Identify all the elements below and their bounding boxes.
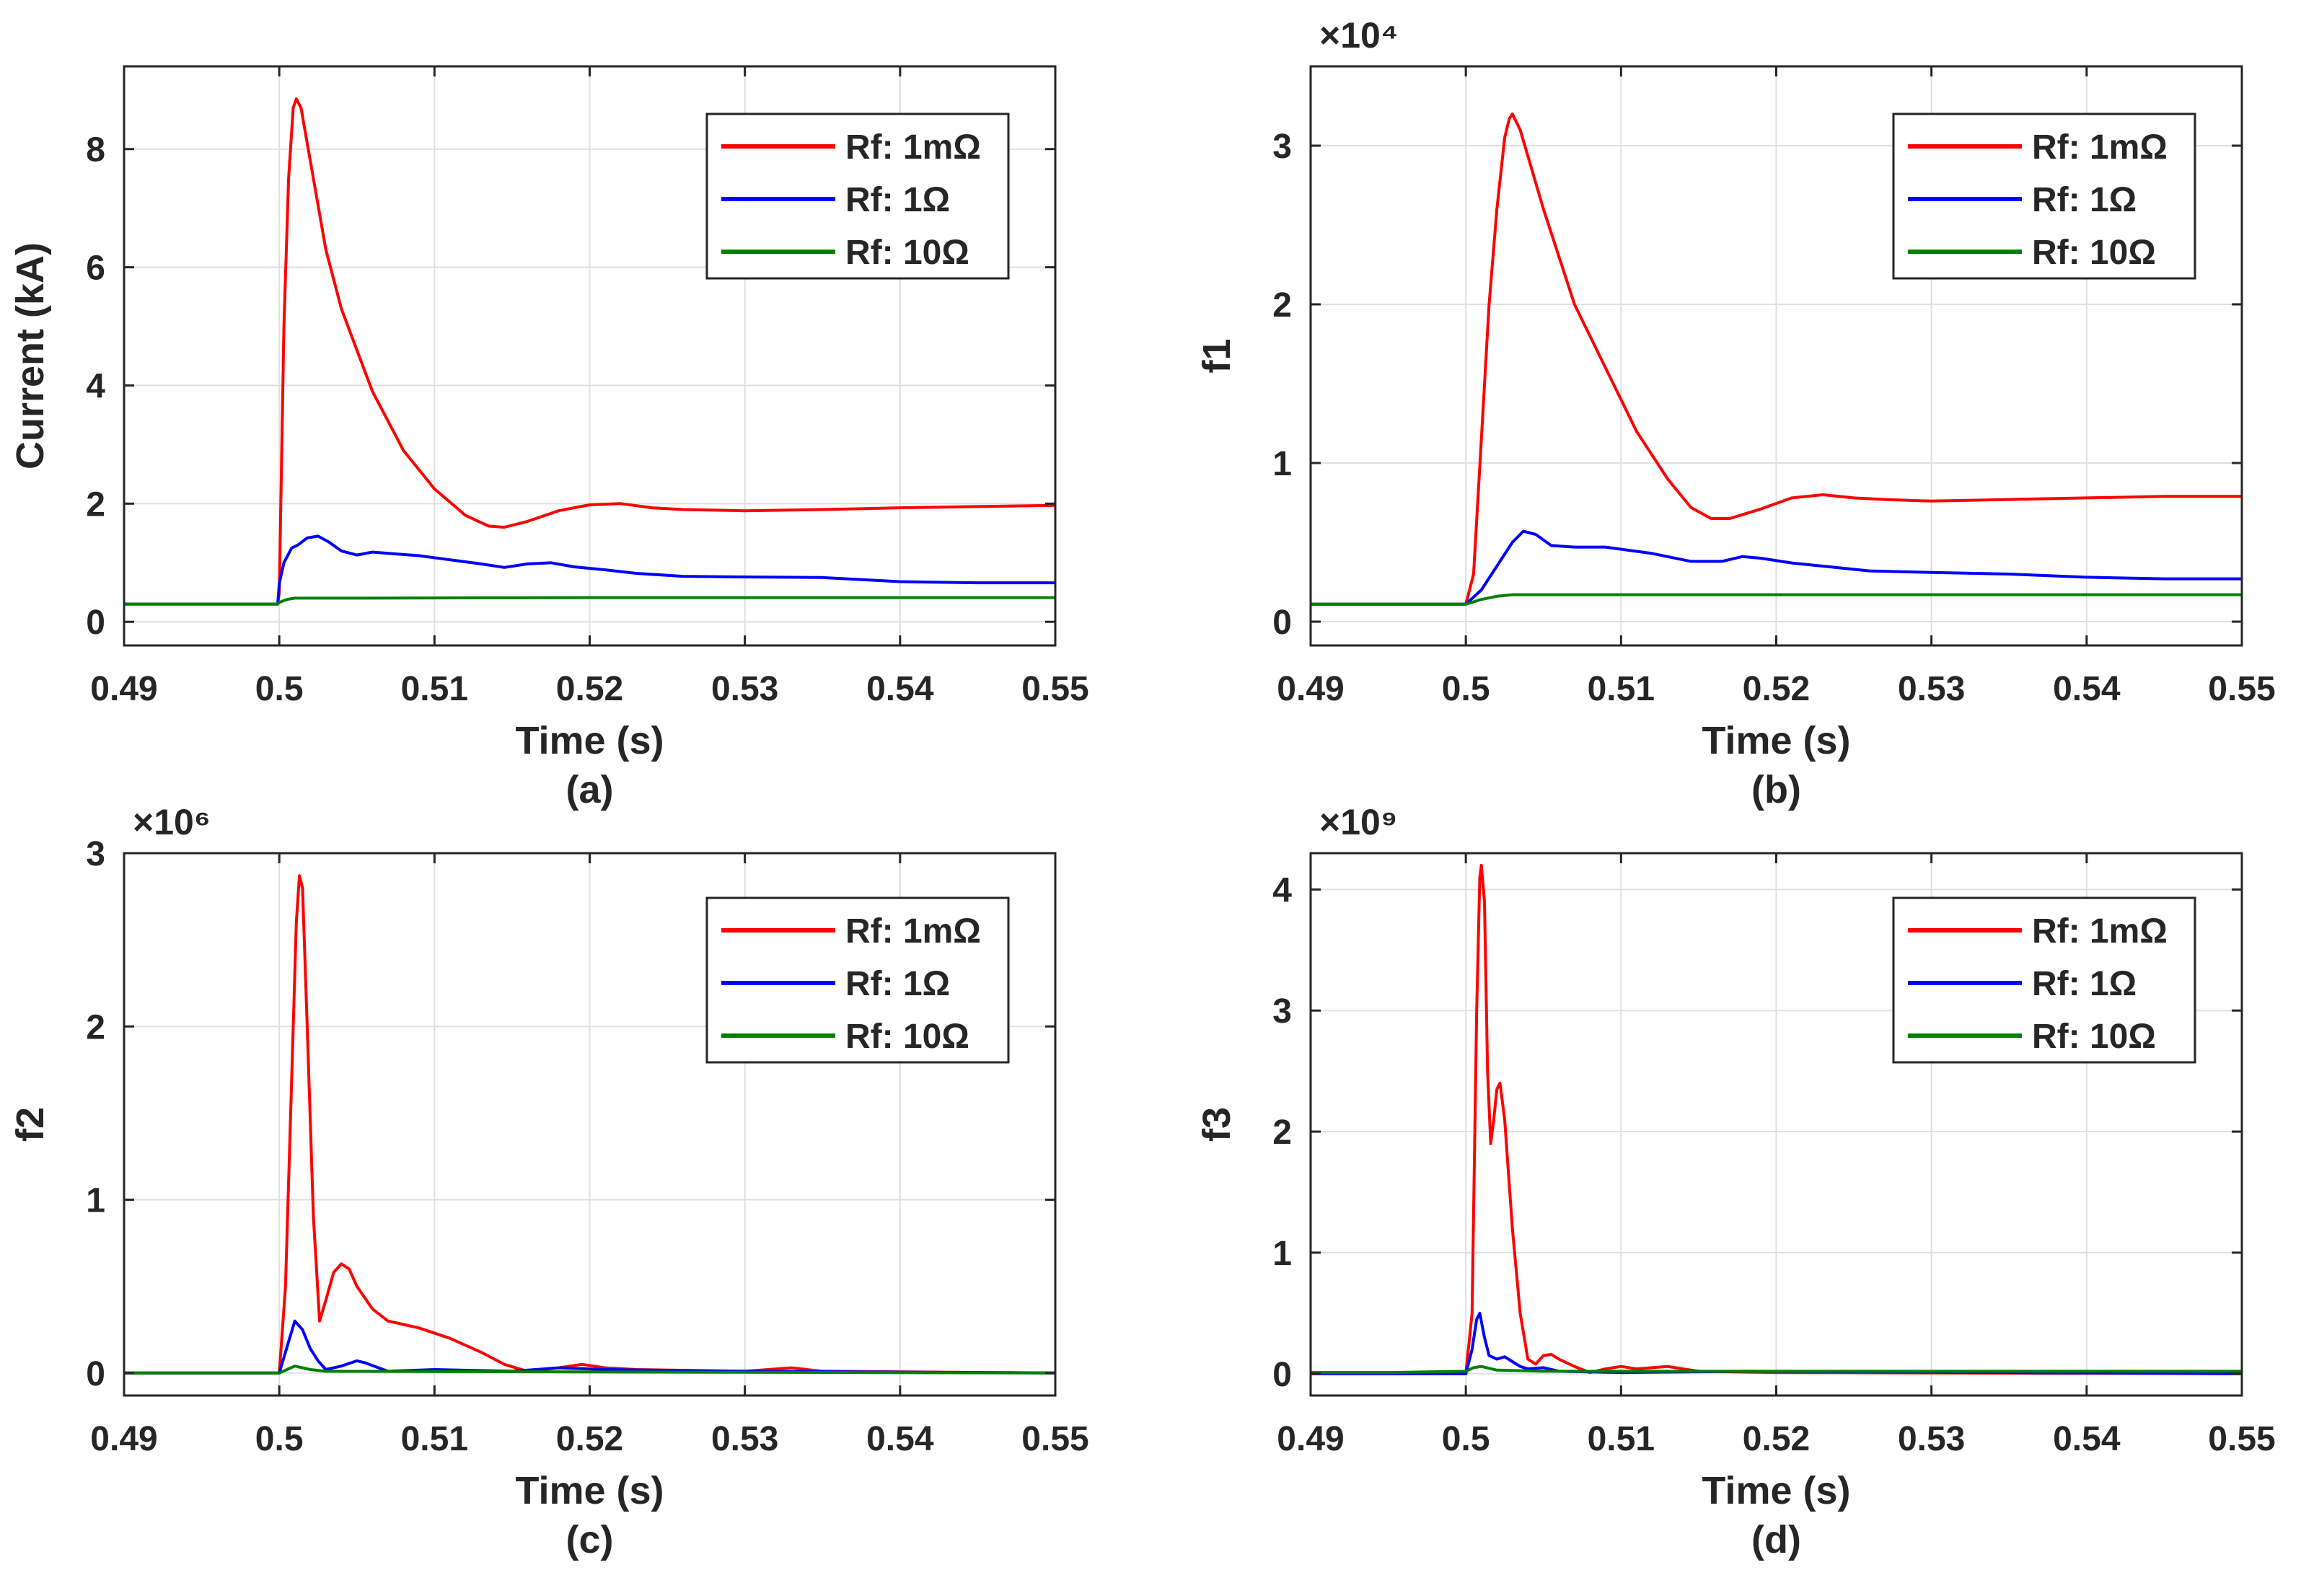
x-tick-label: 0.51 <box>401 670 468 708</box>
x-tick-label: 0.54 <box>2053 670 2121 708</box>
x-tick-label: 0.51 <box>1588 670 1655 708</box>
legend: Rf: 1mΩ Rf: 1Ω Rf: 10Ω <box>705 896 1010 1064</box>
y-tick-label: 2 <box>86 485 105 524</box>
series-line-3 <box>1311 1364 2242 1375</box>
y-tick-label: 4 <box>86 367 105 405</box>
x-tick-label: 0.54 <box>866 670 934 708</box>
legend-label-2: Rf: 1Ω <box>845 181 950 219</box>
x-tick-label: 0.54 <box>2053 1420 2121 1458</box>
legend-label-2: Rf: 1Ω <box>2032 965 2137 1003</box>
series-line-3 <box>1311 593 2242 606</box>
legend-label-3: Rf: 10Ω <box>845 234 969 272</box>
chart-panel-3: 0.49 0.5 0.51 0.52 0.53 0.54 0.55 0 1 2 3 ×10⁶ Time … <box>9 802 1089 1561</box>
x-tick-label: 0.53 <box>711 1420 778 1458</box>
legend-box <box>705 113 1010 280</box>
panel-label: (a) <box>566 768 614 811</box>
x-tick-label: 0.49 <box>90 1420 157 1458</box>
y-tick-label: 6 <box>86 250 105 288</box>
x-tick-label: 0.49 <box>90 670 157 708</box>
y-tick-label: 0 <box>86 1355 105 1393</box>
x-tick-label: 0.51 <box>1588 1420 1655 1458</box>
x-tick-label: 0.55 <box>1021 1420 1088 1458</box>
x-tick-label: 0.5 <box>1442 670 1490 708</box>
x-axis-label: Time (s) <box>515 1469 664 1512</box>
x-axis-label: Time (s) <box>515 719 664 762</box>
y-exponent-label: ×10⁶ <box>133 802 211 842</box>
series-line-1 <box>124 874 1055 1375</box>
legend-label-1: Rf: 1mΩ <box>845 912 981 951</box>
y-tick-label: 1 <box>86 1182 105 1220</box>
panel-label: (c) <box>566 1518 614 1561</box>
series-line-2 <box>1311 529 2242 606</box>
y-tick-label: 1 <box>1272 1235 1292 1273</box>
y-tick-label: 3 <box>1272 128 1292 166</box>
x-tick-label: 0.52 <box>556 1420 623 1458</box>
x-tick-label: 0.52 <box>1743 1420 1810 1458</box>
y-axis-label: f3 <box>1195 1107 1239 1142</box>
y-tick-label: 4 <box>1272 871 1292 909</box>
x-tick-label: 0.5 <box>1442 1420 1490 1458</box>
series-line-3 <box>124 1364 1055 1375</box>
y-exponent-label: ×10⁹ <box>1319 802 1398 842</box>
chart-panel-1: 0.49 0.5 0.51 0.52 0.53 0.54 0.55 0 2 4 6 8 Time (s)… <box>9 65 1089 811</box>
legend-label-1: Rf: 1mΩ <box>2032 912 2168 951</box>
x-tick-label: 0.55 <box>2208 670 2275 708</box>
x-tick-label: 0.53 <box>1898 1420 1965 1458</box>
x-tick-label: 0.53 <box>1898 670 1965 708</box>
legend-label-2: Rf: 1Ω <box>2032 181 2137 219</box>
y-tick-label: 0 <box>86 604 105 642</box>
x-tick-label: 0.54 <box>866 1420 934 1458</box>
legend-label-1: Rf: 1mΩ <box>845 128 981 167</box>
y-tick-label: 3 <box>1272 992 1292 1031</box>
legend-label-1: Rf: 1mΩ <box>2032 128 2168 167</box>
x-tick-label: 0.55 <box>1021 670 1088 708</box>
y-axis-label: f1 <box>1195 338 1239 373</box>
y-axis-label: f2 <box>9 1107 52 1142</box>
series-group <box>124 874 1055 1375</box>
chart-panel-2: 0.49 0.5 0.51 0.52 0.53 0.54 0.55 0 1 2 3 ×10⁴ Time … <box>1195 15 2276 811</box>
series-group <box>1311 113 2242 606</box>
x-tick-label: 0.5 <box>255 670 304 708</box>
series-line-2 <box>124 534 1055 606</box>
y-exponent-label: ×10⁴ <box>1319 15 1399 56</box>
x-tick-label: 0.52 <box>1743 670 1810 708</box>
y-tick-label: 1 <box>1272 445 1292 483</box>
y-tick-label: 8 <box>86 131 105 169</box>
x-axis-label: Time (s) <box>1702 1469 1850 1512</box>
x-tick-label: 0.53 <box>711 670 778 708</box>
y-tick-label: 3 <box>86 835 105 873</box>
series-group <box>1311 863 2242 1375</box>
legend: Rf: 1mΩ Rf: 1Ω Rf: 10Ω <box>1892 113 2196 280</box>
panel-label: (b) <box>1751 768 1801 811</box>
x-tick-label: 0.49 <box>1277 1420 1344 1458</box>
x-tick-label: 0.55 <box>2208 1420 2275 1458</box>
legend-label-2: Rf: 1Ω <box>845 965 950 1003</box>
series-line-3 <box>124 596 1055 606</box>
y-tick-label: 0 <box>1272 604 1292 642</box>
series-line-1 <box>1311 863 2242 1375</box>
y-tick-label: 2 <box>1272 1114 1292 1152</box>
chart-panel-4: 0.49 0.5 0.51 0.52 0.53 0.54 0.55 0 1 2 3 4 ×10⁹ Time… <box>1195 802 2276 1561</box>
x-axis-label: Time (s) <box>1702 719 1850 762</box>
y-axis-label: Current (kA) <box>9 242 52 469</box>
series-group <box>124 97 1055 606</box>
x-tick-label: 0.49 <box>1277 670 1344 708</box>
panel-label: (d) <box>1751 1518 1801 1561</box>
series-line-1 <box>124 97 1055 606</box>
x-tick-label: 0.52 <box>556 670 623 708</box>
series-line-2 <box>124 1319 1055 1375</box>
legend: Rf: 1mΩ Rf: 1Ω Rf: 10Ω <box>1892 896 2196 1064</box>
y-tick-label: 0 <box>1272 1356 1292 1394</box>
series-line-1 <box>1311 113 2242 606</box>
y-tick-label: 2 <box>86 1008 105 1046</box>
x-tick-label: 0.51 <box>401 1420 468 1458</box>
legend-label-3: Rf: 10Ω <box>2032 1018 2156 1056</box>
legend: Rf: 1mΩ Rf: 1Ω Rf: 10Ω <box>705 113 1010 280</box>
y-tick-label: 2 <box>1272 286 1292 325</box>
x-tick-label: 0.5 <box>255 1420 304 1458</box>
legend-label-3: Rf: 10Ω <box>2032 234 2156 272</box>
legend-label-3: Rf: 10Ω <box>845 1018 969 1056</box>
